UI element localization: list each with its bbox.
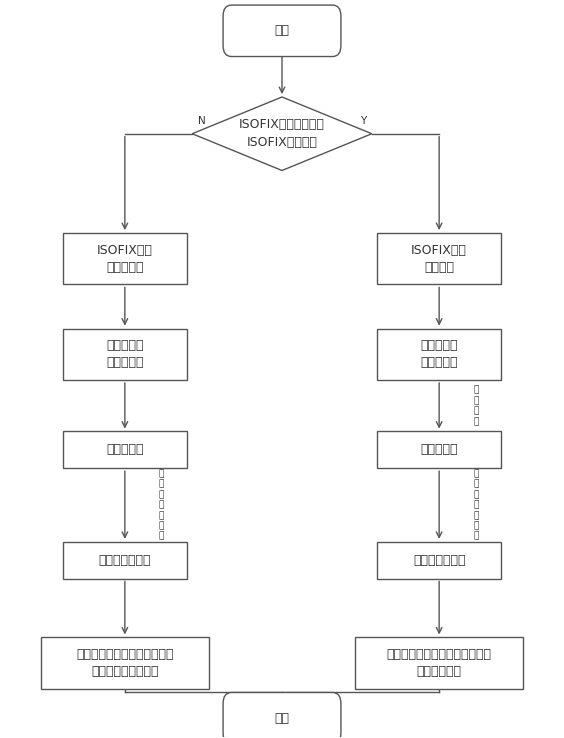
- Text: ISOFIX通电
回路接通: ISOFIX通电 回路接通: [411, 244, 467, 274]
- Text: 模数转换器: 模数转换器: [420, 444, 458, 456]
- FancyBboxPatch shape: [377, 328, 501, 380]
- Text: 安装了儿童座椅，抑制后排正向
安全气囊工作: 安装了儿童座椅，抑制后排正向 安全气囊工作: [387, 648, 492, 678]
- Text: 结束: 结束: [275, 711, 289, 725]
- FancyBboxPatch shape: [63, 432, 187, 468]
- FancyBboxPatch shape: [223, 692, 341, 738]
- Text: 开始: 开始: [275, 24, 289, 38]
- Text: 电磁继电器
的开关接通: 电磁继电器 的开关接通: [420, 339, 458, 369]
- Text: 低
电
平
数
字
信
号: 低 电 平 数 字 信 号: [159, 469, 164, 541]
- Text: ISOFIX接头插入后排
ISOFIX接口中？: ISOFIX接头插入后排 ISOFIX接口中？: [239, 118, 325, 149]
- Text: 未安装儿童座椅，控制后排正
向安全气囊正常工作: 未安装儿童座椅，控制后排正 向安全气囊正常工作: [76, 648, 174, 678]
- Text: N: N: [198, 117, 205, 126]
- FancyBboxPatch shape: [41, 638, 209, 689]
- FancyBboxPatch shape: [63, 328, 187, 380]
- FancyBboxPatch shape: [355, 638, 523, 689]
- Text: ISOFIX通电
回路未接通: ISOFIX通电 回路未接通: [97, 244, 153, 274]
- FancyBboxPatch shape: [377, 542, 501, 579]
- FancyBboxPatch shape: [377, 233, 501, 284]
- Text: 高
电
平
数
字
信
号: 高 电 平 数 字 信 号: [473, 469, 478, 541]
- Text: 电
压
信
号: 电 压 信 号: [473, 386, 478, 426]
- Text: Y: Y: [360, 117, 366, 126]
- Text: 电磁继电器
的开关断开: 电磁继电器 的开关断开: [106, 339, 144, 369]
- Text: 模数转换器: 模数转换器: [106, 444, 144, 456]
- FancyBboxPatch shape: [223, 5, 341, 57]
- Text: 安全气囊控制器: 安全气囊控制器: [99, 554, 151, 567]
- Text: 安全气囊控制器: 安全气囊控制器: [413, 554, 465, 567]
- FancyBboxPatch shape: [63, 542, 187, 579]
- FancyBboxPatch shape: [63, 233, 187, 284]
- Polygon shape: [192, 97, 372, 170]
- FancyBboxPatch shape: [377, 432, 501, 468]
